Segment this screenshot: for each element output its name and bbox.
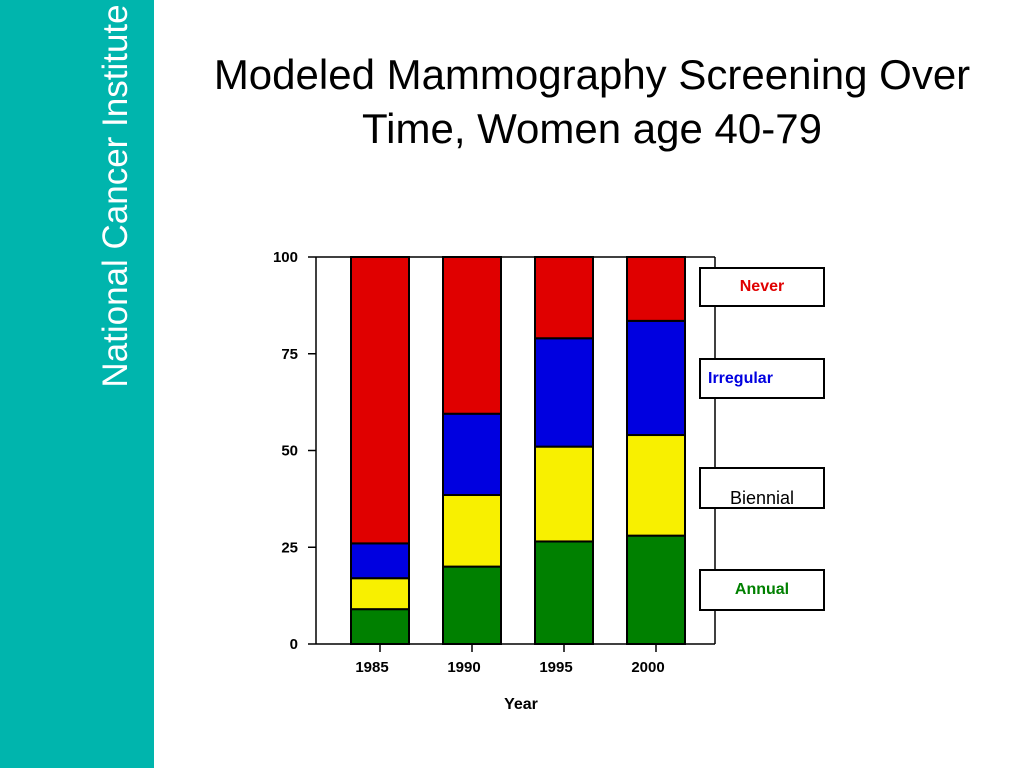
bar-segment-irregular-1990 <box>442 412 502 497</box>
x-tick-label-1995: 1995 <box>539 659 572 676</box>
bar-segment-irregular-2000 <box>626 319 686 437</box>
bar-segment-never-1990 <box>442 256 502 415</box>
bar-segment-irregular-1985 <box>350 542 410 580</box>
legend-label-annual: Annual <box>734 581 790 598</box>
x-tick-label-1985: 1985 <box>355 659 388 676</box>
y-tick-label-75: 75 <box>281 346 298 363</box>
bar-segment-never-1995 <box>534 256 594 340</box>
x-axis-label: Year <box>504 696 538 713</box>
bar-segment-biennial-1995 <box>534 445 594 543</box>
bar-segment-biennial-1990 <box>442 494 502 568</box>
legend-item-biennial: Biennial <box>699 467 825 509</box>
bar-segment-biennial-2000 <box>626 434 686 537</box>
bar-segment-never-2000 <box>626 256 686 322</box>
legend-item-never: Never <box>699 267 825 307</box>
slide-title-line-1: Modeled Mammography Screening Over <box>213 51 971 98</box>
y-tick-label-100: 100 <box>273 249 298 266</box>
x-tick-label-2000: 2000 <box>631 659 664 676</box>
y-tick-label-50: 50 <box>281 443 298 460</box>
legend-label-biennial: Biennial <box>729 487 795 508</box>
y-tick-label-0: 0 <box>290 636 298 653</box>
legend-item-irregular: Irregular <box>699 358 825 399</box>
bar-segment-irregular-1995 <box>534 337 594 448</box>
bar-segment-biennial-1985 <box>350 577 410 611</box>
x-tick-label-1990: 1990 <box>447 659 480 676</box>
y-tick-label-25: 25 <box>281 539 298 556</box>
legend-label-irregular: Irregular <box>708 369 773 387</box>
bar-segment-annual-1995 <box>534 540 594 646</box>
bars-group <box>350 256 686 646</box>
legend-label-never: Never <box>739 278 785 295</box>
legend-item-annual: Annual <box>699 569 825 611</box>
sidebar-band: National Cancer Institute <box>0 0 154 768</box>
bar-segment-never-1985 <box>350 256 410 545</box>
bar-segment-annual-1990 <box>442 565 502 645</box>
slide-title-line-2: Time, Women age 40-79 <box>362 105 822 152</box>
slide-title: Modeled Mammography Screening Over Time,… <box>160 48 1024 156</box>
bar-segment-annual-1985 <box>350 608 410 645</box>
bar-segment-annual-2000 <box>626 534 686 646</box>
